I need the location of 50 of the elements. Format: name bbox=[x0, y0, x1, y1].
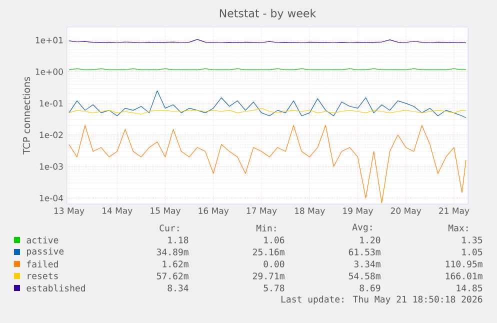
text: 1.06 bbox=[264, 236, 284, 244]
x-tick-label: 21 May bbox=[439, 208, 470, 216]
y-tick-label: 1e+01 bbox=[36, 36, 63, 44]
text: 14.85 bbox=[456, 284, 482, 292]
y-tick-label: 1e-02 bbox=[40, 132, 63, 138]
legend-label: passive bbox=[27, 248, 64, 256]
text: 1.35 bbox=[462, 236, 482, 244]
text: 29.71m bbox=[252, 272, 284, 280]
text: 1.05 bbox=[462, 248, 482, 256]
text: 3.34m bbox=[354, 260, 380, 268]
text: 8.69 bbox=[360, 284, 380, 292]
x-tick-label: 19 May bbox=[343, 208, 374, 216]
line-series bbox=[68, 108, 466, 115]
text: 1.20 bbox=[360, 236, 380, 244]
text: Min: bbox=[256, 224, 276, 232]
text: Last update: Thu May 21 18:50:18 2026 bbox=[281, 296, 482, 304]
text: 34.89m bbox=[156, 248, 188, 256]
text: 1.62m bbox=[162, 260, 188, 268]
legend-label: active bbox=[26, 236, 58, 244]
x-tick-label: 15 May bbox=[150, 208, 181, 216]
x-tick-label: 16 May bbox=[198, 208, 229, 216]
text: 166.01m bbox=[446, 272, 482, 280]
text: 0.00 bbox=[264, 260, 284, 268]
legend-label: failed bbox=[27, 260, 58, 268]
legend-label: resets bbox=[28, 272, 58, 280]
y-axis-title: TCP connections bbox=[22, 77, 30, 154]
line-series bbox=[68, 125, 466, 204]
text: 61.53m bbox=[348, 248, 380, 256]
y-tick-label: 1e-01 bbox=[40, 100, 63, 107]
text: 54.58m bbox=[348, 272, 380, 280]
text: 8.34 bbox=[168, 284, 188, 292]
x-tick-label: 14 May bbox=[102, 208, 132, 216]
chart-title: Netstat - by week bbox=[220, 8, 316, 20]
x-tick-label: 18 May bbox=[295, 208, 325, 216]
text: 5.78 bbox=[264, 284, 284, 292]
y-tick-label: 1e+00 bbox=[36, 68, 63, 75]
text: Cur: bbox=[160, 224, 179, 232]
text: 25.16m bbox=[252, 248, 284, 256]
legend-label: established bbox=[26, 284, 85, 292]
y-tick-label: 1e-04 bbox=[40, 194, 64, 202]
y-tick-label: 1e-03 bbox=[40, 163, 63, 170]
text: 1.18 bbox=[168, 236, 188, 244]
text: 110.95m bbox=[446, 260, 482, 268]
line-series bbox=[68, 90, 466, 118]
text: Max: bbox=[448, 224, 468, 232]
x-tick-label: 20 May bbox=[390, 208, 422, 216]
text: Avg: bbox=[352, 224, 372, 232]
x-tick-label: 13 May bbox=[54, 208, 84, 216]
text: 57.62m bbox=[156, 272, 188, 280]
x-tick-label: 17 May bbox=[246, 208, 277, 216]
